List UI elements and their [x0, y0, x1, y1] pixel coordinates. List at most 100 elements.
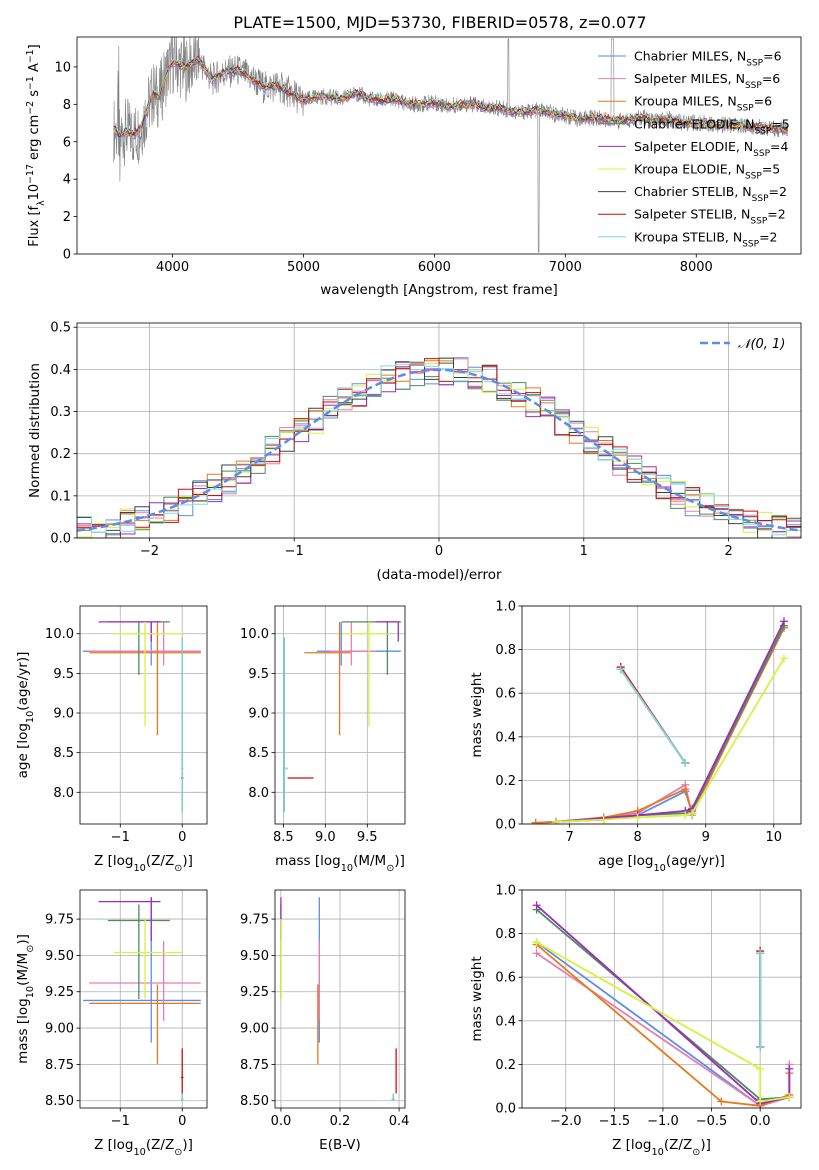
model-spectrum-line: [113, 58, 788, 137]
mass-extinction-ytick-label: 8.75: [240, 1058, 269, 1073]
mass-extinction-xtick-label: 0.0: [271, 1114, 292, 1129]
mass-extinction-ytick-label: 9.25: [240, 985, 269, 1000]
mass-extinction-ytick-label: 9.75: [240, 913, 269, 928]
weight-age-xtick-label: 8: [634, 830, 642, 845]
weight-marker: [717, 1097, 726, 1106]
weight-metallicity-plot-area: [532, 901, 794, 1108]
mass-metallicity-frame: [79, 889, 208, 1109]
weight-age-ytick-label: 0.8: [495, 643, 516, 658]
residuals-ytick-label: 0.5: [50, 321, 71, 336]
residuals-xtick-label: −1: [285, 544, 304, 559]
weight-marker: [779, 617, 788, 626]
weight-age-frame: [521, 605, 802, 825]
residual-xlabel: (data-model)/error: [376, 567, 502, 583]
residuals-ytick-label: 0.1: [50, 489, 71, 504]
weight-marker: [779, 654, 788, 663]
gaussian-legend-label: 𝒩(0, 1): [738, 337, 785, 352]
age-metallicity-xtick-label: 0: [178, 830, 186, 845]
mass-extinction-axes: 0.0 0.2 0.4 8.50 8.75 9.00 9.25 9.50 9.75 E(B-V): [240, 889, 410, 1153]
age-metallicity-ylabel: age [log10(age/yr)]: [15, 652, 36, 779]
weight-marker: [756, 1097, 765, 1106]
legend-label: Salpeter ELODIE, NSSP=4: [634, 139, 789, 159]
weight-marker: [785, 1093, 794, 1102]
weight-marker: [756, 1042, 765, 1051]
mass-metallicity-axes: −1 0 8.50 8.75 9.00 9.25 9.50 9.75 Z [log10(Z/Z⊙…: [15, 889, 208, 1158]
mass-metallicity-plot-area: [83, 897, 201, 1101]
mass-metallicity-ytick-label: 9.75: [45, 913, 74, 928]
legend-label: Kroupa ELODIE, NSSP=5: [634, 162, 780, 182]
weight-marker: [681, 785, 690, 794]
weight-metallicity-xtick-label: −1.5: [599, 1114, 631, 1129]
weight-metallicity-ytick-label: 0.4: [495, 1014, 516, 1029]
weight-age-xtick-label: 9: [702, 830, 710, 845]
spectrum-ytick-label: 8: [63, 98, 71, 113]
weight-metallicity-xlabel: Z [log10(Z/Z⊙)]: [612, 1137, 711, 1158]
residual-histogram: [77, 361, 801, 536]
spectrum-xtick-label: 4000: [156, 260, 189, 275]
spectrum-ytick-label: 0: [63, 248, 71, 263]
age-metallicity-axes: −1 0 8.0 8.5 9.0 9.5 10.0 Z [log10(Z/Z⊙)] age [l…: [15, 605, 208, 874]
residuals-ytick-label: 0.4: [50, 363, 71, 378]
weight-marker: [532, 938, 541, 947]
mass-metallicity-xtick-label: 0: [178, 1114, 186, 1129]
legend-label: Chabrier STELIB, NSSP=2: [634, 184, 787, 204]
spectrum-xtick-label: 5000: [287, 260, 320, 275]
weight-line: [555, 657, 785, 823]
weight-line: [619, 668, 687, 764]
age-metallicity-frame: [79, 605, 208, 825]
mass-metallicity-ytick-label: 9.00: [45, 1022, 74, 1037]
weight-age-ytick-label: 0.2: [495, 774, 516, 789]
age-mass-xtick-label: 9.0: [315, 830, 336, 845]
mass-extinction-ytick-label: 9.50: [240, 949, 269, 964]
weight-metallicity-ytick-label: 0.8: [495, 927, 516, 942]
mass-metallicity-ylabel: mass [log10(M/M⊙)]: [15, 934, 36, 1064]
mass-metallicity-ytick-label: 8.75: [45, 1058, 74, 1073]
weight-metallicity-ylabel: mass weight: [469, 956, 485, 1041]
legend-label: Salpeter MILES, NSSP=6: [634, 71, 780, 91]
age-mass-ytick-label: 8.0: [248, 786, 269, 801]
weight-marker: [616, 665, 625, 674]
age-mass-plot-area: [283, 621, 401, 813]
mass-metallicity-ytick-label: 9.25: [45, 985, 74, 1000]
age-metallicity-plot-area: [83, 621, 201, 813]
weight-marker: [532, 949, 541, 958]
legend-label: Kroupa MILES, NSSP=6: [634, 94, 772, 114]
age-metallicity-xtick-label: −1: [111, 830, 130, 845]
weight-marker: [633, 813, 642, 822]
figure-title: PLATE=1500, MJD=53730, FIBERID=0578, z=0…: [233, 13, 646, 32]
age-mass-frame: [274, 605, 406, 825]
mass-extinction-xtick-label: 0.4: [389, 1114, 410, 1129]
weight-metallicity-ytick-label: 0.2: [495, 1058, 516, 1073]
age-metallicity-ytick-label: 9.0: [53, 707, 74, 722]
weight-age-xtick-label: 7: [565, 830, 573, 845]
spectrum-ylabel: Flux [fλ10−17 erg cm−2 s−1 A−1]: [25, 44, 47, 246]
weight-age-ylabel: mass weight: [469, 672, 485, 757]
weight-marker: [785, 1064, 794, 1073]
residuals-xtick-label: 0: [435, 544, 443, 559]
weight-age-ytick-label: 0.6: [495, 687, 516, 702]
residuals-xtick-label: 2: [724, 544, 732, 559]
spectrum-axes: 4000 5000 6000 7000 8000 0 2 4 6 8 10 Chabrier MILE…: [25, 36, 802, 298]
age-mass-ytick-label: 8.5: [248, 746, 269, 761]
spectrum-xtick-label: 7000: [549, 260, 582, 275]
legend-label: Kroupa STELIB, NSSP=2: [634, 229, 778, 249]
age-mass-xlabel: mass [log10(M/M⊙)]: [275, 853, 405, 874]
spectrum-ytick-label: 4: [63, 173, 71, 188]
spectrum-xtick-label: 6000: [418, 260, 451, 275]
age-metallicity-ytick-label: 8.0: [53, 786, 74, 801]
mass-metallicity-ytick-label: 8.50: [45, 1094, 74, 1109]
weight-marker: [599, 815, 608, 824]
legend-label: Chabrier ELODIE, NSSP=5: [634, 116, 790, 136]
residuals-xtick-label: 1: [580, 544, 588, 559]
weight-age-plot-area: [531, 617, 788, 824]
age-mass-xtick-label: 9.5: [357, 830, 378, 845]
residuals-axes: −2 −1 0 1 2 0.0 0.1 0.2 0.3 0.4 0.5 𝒩(0, 1) (data-mo…: [27, 321, 802, 583]
weight-marker: [756, 1064, 765, 1073]
weight-marker: [552, 817, 561, 824]
weight-metallicity-xtick-label: 0.0: [750, 1114, 771, 1129]
age-metallicity-ytick-label: 9.5: [53, 667, 74, 682]
weight-marker: [531, 818, 540, 824]
spectrum-xlabel: wavelength [Angstrom, rest frame]: [320, 282, 558, 298]
mass-extinction-xtick-label: 0.2: [330, 1114, 351, 1129]
mass-extinction-xlabel: E(B-V): [319, 1137, 361, 1153]
